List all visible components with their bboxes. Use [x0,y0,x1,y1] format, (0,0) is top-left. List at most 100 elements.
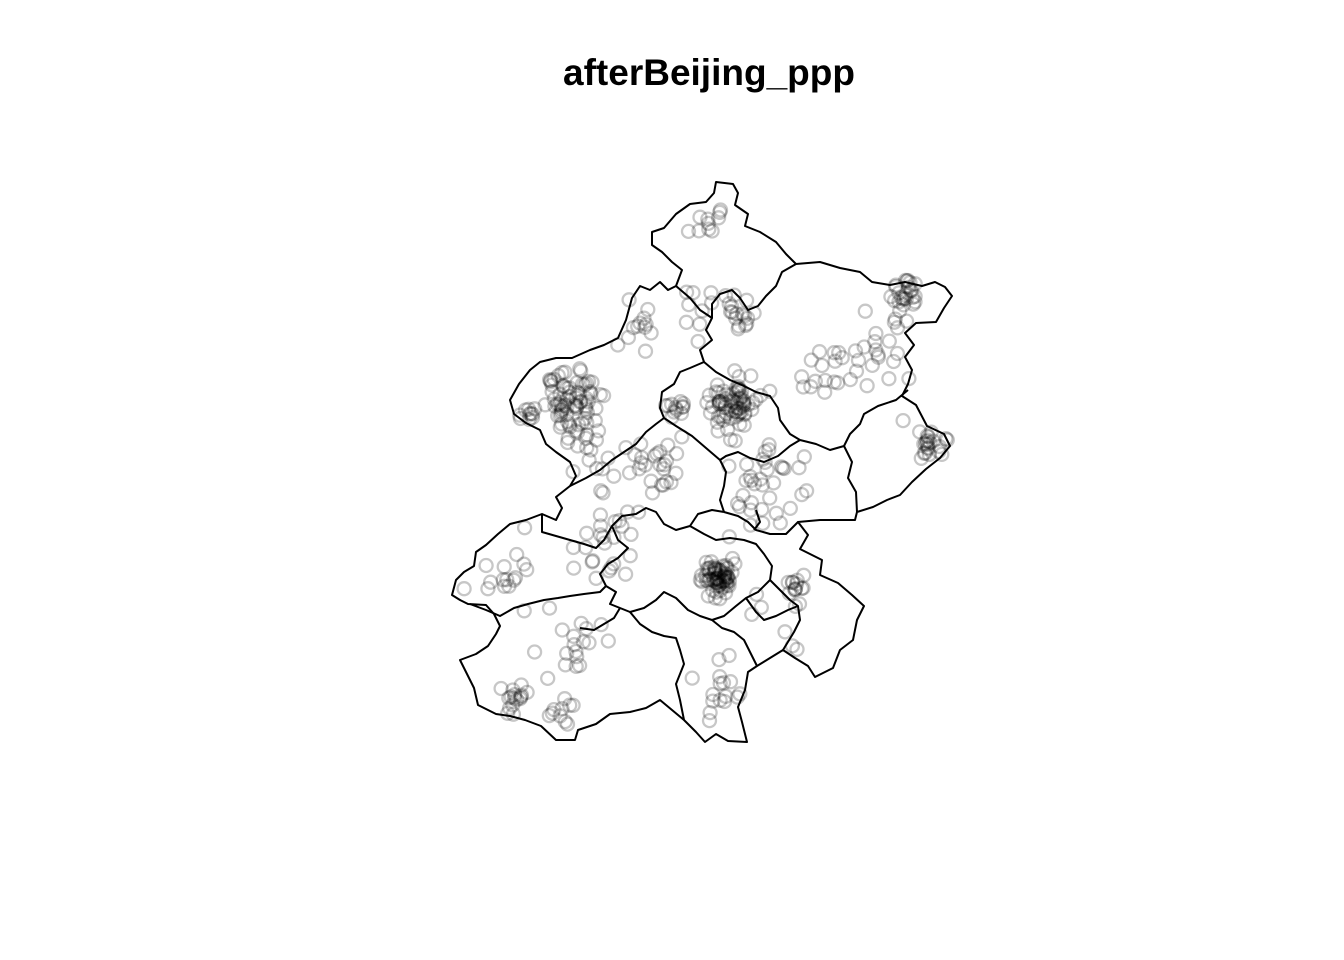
event-point [748,586,765,603]
event-point [595,485,611,501]
event-point [543,374,559,390]
event-point [711,651,727,668]
event-point [579,440,595,456]
event-point [715,412,732,428]
event-point [503,689,519,705]
event-point [742,469,758,485]
event-point [917,445,933,461]
event-point [614,518,630,534]
event-point [731,498,748,515]
event-point [715,572,731,589]
event-point [707,565,723,581]
event-point [585,553,601,569]
event-point [922,435,938,451]
event-point [562,697,578,713]
event-point [584,374,600,390]
event-point [731,382,747,398]
event-point [705,686,721,703]
event-point [664,409,680,425]
event-point [579,404,596,421]
event-point [694,303,710,319]
event-point [752,387,769,404]
event-point [710,408,727,425]
event-point [719,421,736,437]
event-point [919,436,936,453]
event-point [712,576,728,592]
event-point [897,272,914,289]
event-point [578,430,594,446]
event-point [744,606,760,623]
event-point [733,404,749,420]
event-point [718,560,734,576]
event-point [637,343,654,359]
event-point [736,393,752,409]
event-point [699,394,715,411]
event-point [787,598,804,615]
event-point [482,574,499,590]
event-point [667,400,684,416]
event-point [727,556,743,572]
event-point [601,563,617,579]
event-point [712,692,728,708]
event-point [789,572,805,588]
event-point [720,560,736,577]
event-point [700,211,716,227]
event-point [658,474,675,490]
event-point [568,400,584,417]
event-point [842,371,858,388]
event-point [902,283,918,299]
event-point [716,408,733,424]
event-point [587,412,603,429]
event-point [600,450,616,466]
event-point [706,559,722,575]
event-point [710,210,727,226]
event-point [577,410,593,427]
event-point [731,368,747,385]
event-point [559,645,575,662]
event-point [784,574,800,590]
event-point [592,386,608,403]
event-point [870,347,886,363]
event-point [709,575,725,591]
event-point [719,577,735,594]
event-point [867,334,883,350]
event-point [656,457,672,473]
event-point [782,500,798,517]
event-point [870,349,886,365]
event-point [703,295,720,311]
event-point [901,279,917,296]
event-point [724,304,740,320]
event-point [526,644,543,660]
event-point [640,301,656,318]
event-point [711,562,727,578]
event-point [569,648,585,665]
event-point [724,564,740,581]
event-point [674,399,691,415]
event-point [900,272,916,289]
event-point [723,410,739,427]
event-point [559,380,575,396]
event-point [552,394,569,410]
event-point [632,315,648,331]
event-point [762,383,778,399]
event-point [636,310,652,326]
event-point [611,513,628,529]
event-point [680,223,697,240]
event-point [506,572,522,588]
event-point [742,502,759,518]
event-point [578,375,595,392]
event-point [712,591,728,607]
event-point [803,379,819,395]
event-point [592,507,609,523]
event-point [596,535,613,551]
event-point [714,396,730,412]
event-point [516,556,532,572]
event-point [565,539,582,556]
event-point [552,407,568,424]
event-point [718,557,734,574]
district-line [745,597,799,621]
event-point [606,468,622,484]
event-point [732,391,748,407]
event-point [729,689,746,705]
